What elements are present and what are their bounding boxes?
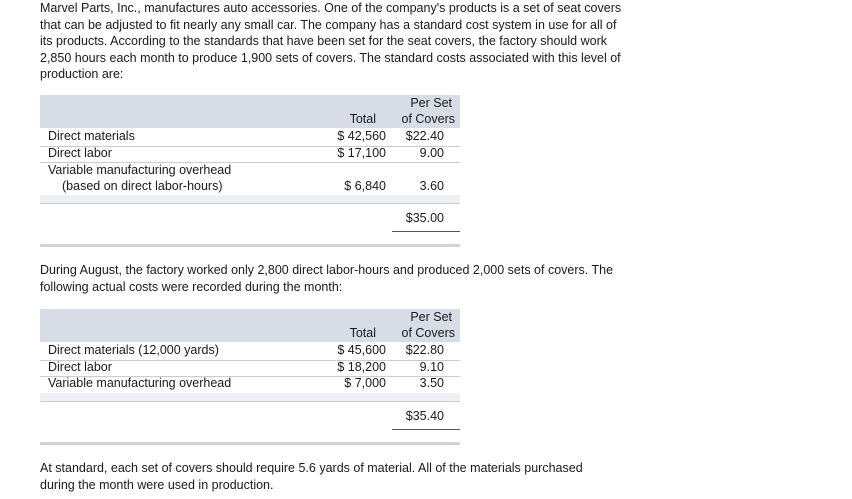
intro-line: that can be adjusted to fit nearly any s…: [40, 17, 617, 32]
row-divider: [40, 146, 460, 147]
row-label-variable-overhead: Variable manufacturing overhead: [48, 163, 232, 177]
standard-cost-table: Per Set Total of Covers Direct materials…: [40, 95, 460, 251]
row-per-set-direct-materials: $22.80: [405, 343, 444, 357]
row-divider: [40, 360, 460, 361]
sum-underline: [392, 231, 460, 232]
closing-paragraph: At standard, each set of covers should r…: [40, 460, 662, 493]
header-total: Total: [349, 326, 376, 340]
sum-per-set: $35.00: [405, 211, 444, 225]
intro-line: 2,850 hours each month to produce 1,900 …: [40, 50, 621, 65]
header-per-set: Per Set: [410, 310, 452, 324]
header-of-covers: of Covers: [401, 326, 456, 340]
closing-line: At standard, each set of covers should r…: [40, 461, 583, 475]
row-divider: [40, 401, 460, 402]
august-line: During August, the factory worked only 2…: [40, 263, 614, 277]
intro-line: production are:: [40, 67, 124, 82]
row-divider: [40, 376, 460, 377]
sum-underline: [392, 429, 460, 430]
row-total-variable-overhead: $ 7,000: [344, 376, 386, 390]
actual-cost-table: Per Set Total of Covers Direct materials…: [40, 309, 460, 445]
row-label-direct-labor: Direct labor: [48, 146, 112, 160]
row-total-direct-materials: $ 45,600: [337, 343, 386, 357]
row-total-direct-materials: $ 42,560: [337, 129, 386, 143]
row-label-variable-overhead: Variable manufacturing overhead: [48, 376, 232, 390]
row-per-set-direct-materials: $22.40: [405, 129, 444, 143]
intro-paragraph: Marvel Parts, Inc., manufactures auto ac…: [40, 0, 662, 83]
row-label-direct-materials: Direct materials (12,000 yards): [48, 343, 219, 357]
sum-per-set: $35.40: [405, 409, 444, 423]
intro-line: its products. According to the standards…: [40, 34, 607, 49]
row-divider: [40, 162, 460, 163]
row-label-variable-overhead-basis: (based on direct labor-hours): [62, 179, 223, 193]
closing-line: during the month were used in production…: [40, 477, 274, 492]
row-total-direct-labor: $ 17,100: [337, 146, 386, 160]
table-bottom-rule: [40, 442, 460, 445]
row-label-direct-materials: Direct materials: [48, 129, 135, 143]
august-paragraph: During August, the factory worked only 2…: [40, 262, 662, 295]
row-per-set-variable-overhead: 3.50: [419, 376, 444, 390]
header-of-covers: of Covers: [401, 112, 456, 126]
intro-line: Marvel Parts, Inc., manufactures auto ac…: [40, 1, 622, 15]
table-bottom-rule: [40, 244, 460, 247]
row-total-direct-labor: $ 18,200: [337, 360, 386, 374]
august-line: following actual costs were recorded dur…: [40, 279, 343, 294]
row-per-set-variable-overhead: 3.60: [419, 179, 444, 193]
header-total: Total: [349, 112, 376, 126]
table-header-band: [40, 95, 460, 128]
row-divider: [40, 203, 460, 204]
table-header-band: [40, 309, 460, 342]
row-band: [40, 195, 460, 203]
row-label-direct-labor: Direct labor: [48, 360, 112, 374]
row-per-set-direct-labor: 9.00: [419, 146, 444, 160]
row-per-set-direct-labor: 9.10: [419, 360, 444, 374]
header-per-set: Per Set: [410, 96, 452, 110]
row-band: [40, 393, 460, 401]
row-total-variable-overhead: $ 6,840: [344, 179, 386, 193]
